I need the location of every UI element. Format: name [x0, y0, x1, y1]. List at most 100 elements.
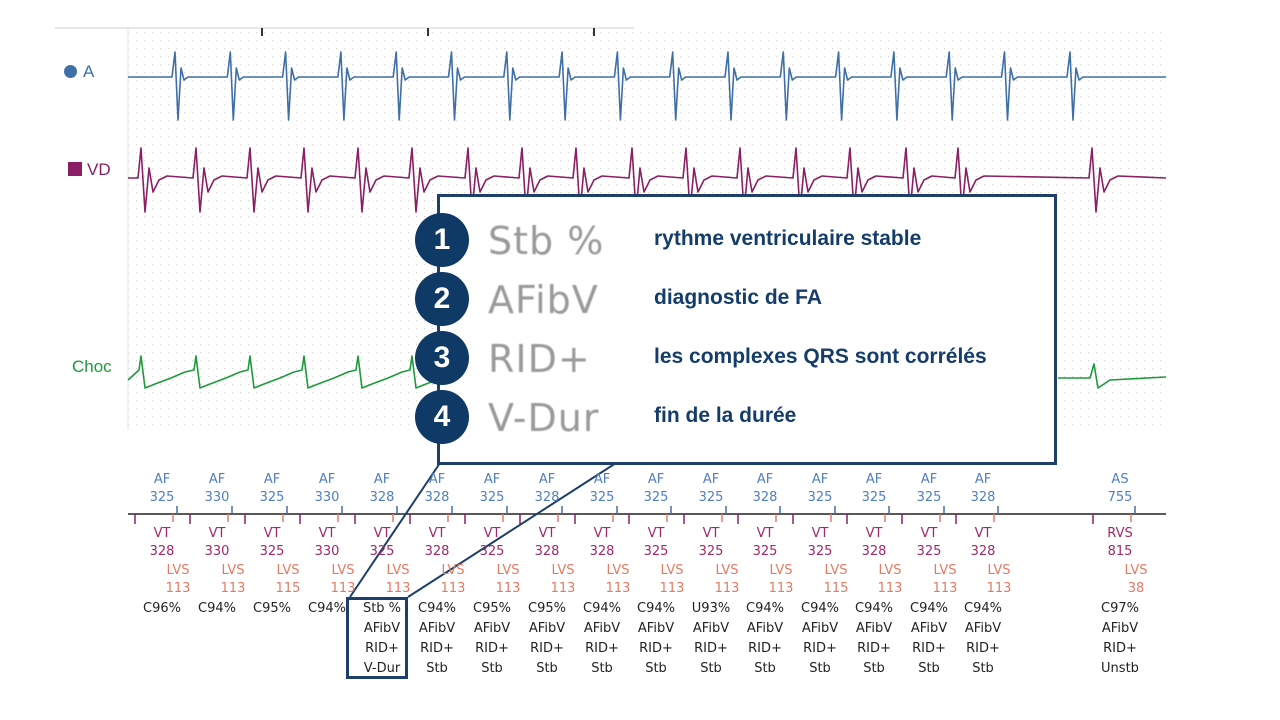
channel-label-choc: Choc [72, 357, 112, 376]
lvs-marker: LVS 113 [314, 562, 372, 598]
atrial-marker-line: AF [428, 472, 446, 487]
ventricular-marker-line: 325 [916, 544, 942, 559]
classification-marker: C94% [188, 599, 246, 619]
ventricular-marker-line: 325 [752, 544, 778, 559]
ventricular-marker-line: 328 [534, 544, 560, 559]
ventricular-marker: VT 328 [954, 525, 1012, 561]
lvs-marker: LVS 113 [916, 562, 974, 598]
legend-number-4: 4 [415, 390, 469, 444]
classification-marker-line: C94% [198, 601, 236, 616]
callout-connectors [349, 462, 617, 598]
ventricular-marker-line: VT [920, 526, 938, 541]
lvs-marker: LVS 113 [589, 562, 647, 598]
classification-marker-line: Stb % [362, 601, 402, 616]
lvs-marker-line: 113 [605, 581, 631, 596]
classification-marker-line: Stb [426, 661, 448, 676]
ventricular-marker-line: VT [647, 526, 665, 541]
atrial-marker-line: AF [811, 472, 829, 487]
ventricular-marker: VT 325 [243, 525, 301, 561]
legend-callout: 1 Stb % rythme ventriculaire stable 2 AF… [415, 194, 1057, 465]
classification-marker-line: AFibV [473, 621, 511, 636]
classification-marker-line: C94% [801, 601, 839, 616]
classification-marker-line: AFibV [910, 621, 948, 636]
lvs-marker: LVS 38 [1107, 562, 1165, 598]
ventricular-marker: RVS 815 [1091, 525, 1149, 561]
ventricular-marker-line: 325 [643, 544, 669, 559]
lvs-marker-line: LVS [933, 563, 957, 578]
ventricular-marker: VT 325 [353, 525, 411, 561]
classification-marker-line: Stb [754, 661, 776, 676]
classification-marker-line: U93% [691, 601, 731, 616]
legend-code-4: V-Dur [488, 396, 600, 440]
classification-marker-line: RID+ [639, 641, 673, 656]
classification-marker: C94% AFibV RID+ Stb [573, 599, 631, 679]
atrial-marker-line: 328 [970, 490, 996, 505]
ventricular-marker: VT 328 [845, 525, 903, 561]
classification-marker-line: C94% [637, 601, 675, 616]
lvs-marker-line: LVS [221, 563, 245, 578]
legend-number-2: 2 [415, 272, 469, 326]
atrial-marker: AF 328 [736, 471, 794, 507]
classification-marker-line: AFibV [964, 621, 1002, 636]
classification-marker-line: C94% [418, 601, 456, 616]
classification-marker: C94% AFibV RID+ Stb [845, 599, 903, 679]
atrial-marker: AF 328 [353, 471, 411, 507]
atrial-marker: AF 325 [682, 471, 740, 507]
ventricular-marker-line: 325 [807, 544, 833, 559]
atrial-dot-icon [64, 65, 77, 78]
atrial-marker: AF 328 [954, 471, 1012, 507]
lvs-marker-line: LVS [1124, 563, 1148, 578]
ventricular-marker: VT 325 [463, 525, 521, 561]
atrial-marker-line: AF [756, 472, 774, 487]
classification-marker-line: RID+ [857, 641, 891, 656]
ventricular-marker-line: VT [428, 526, 446, 541]
ventricular-marker-line: 328 [970, 544, 996, 559]
lvs-marker-line: LVS [441, 563, 465, 578]
ventricular-marker: VT 328 [408, 525, 466, 561]
ventricular-marker-line: VT [702, 526, 720, 541]
ecg-waveforms [127, 51, 1167, 389]
atrial-marker-line: AF [647, 472, 665, 487]
ventricular-marker-line: 325 [479, 544, 505, 559]
classification-marker: C94% AFibV RID+ Stb [791, 599, 849, 679]
atrial-marker: AF 325 [243, 471, 301, 507]
ventricular-marker: VT 330 [298, 525, 356, 561]
lvs-marker-line: 115 [823, 581, 849, 596]
lvs-marker: LVS 115 [807, 562, 865, 598]
atrial-marker: AF 325 [463, 471, 521, 507]
ventricular-square-icon [68, 162, 82, 176]
classification-marker-line: C94% [746, 601, 784, 616]
lvs-marker-line: LVS [660, 563, 684, 578]
atrial-marker-line: 325 [149, 490, 175, 505]
atrial-marker: AF 330 [298, 471, 356, 507]
shock-waveform [127, 355, 457, 389]
atrial-marker-line: 325 [698, 490, 724, 505]
classification-marker-line: C95% [253, 601, 291, 616]
atrial-marker-line: AF [702, 472, 720, 487]
ventricular-marker: VT 328 [518, 525, 576, 561]
ventricular-marker-line: VT [756, 526, 774, 541]
classification-marker-line: RID+ [365, 641, 399, 656]
ventricular-marker-line: 325 [259, 544, 285, 559]
lvs-marker: LVS 113 [149, 562, 207, 598]
lvs-marker-line: LVS [166, 563, 190, 578]
atrial-marker-line: AF [208, 472, 226, 487]
legend-desc-4: fin de la durée [654, 404, 797, 427]
classification-marker: Stb % AFibV RID+ V-Dur [353, 599, 411, 679]
classification-marker-line: Unstb [1101, 661, 1139, 676]
ventricular-marker-line: VT [153, 526, 171, 541]
atrial-marker: AF 325 [845, 471, 903, 507]
classification-marker-line: AFibV [418, 621, 456, 636]
lvs-marker-line: 113 [877, 581, 903, 596]
classification-marker-line: AFibV [363, 621, 401, 636]
classification-marker-line: AFibV [1101, 621, 1139, 636]
lvs-marker-line: 113 [932, 581, 958, 596]
lvs-marker-line: 113 [220, 581, 246, 596]
atrial-marker-line: 328 [752, 490, 778, 505]
classification-marker-line: Stb [972, 661, 994, 676]
classification-marker-line: AFibV [855, 621, 893, 636]
lvs-marker-line: LVS [496, 563, 520, 578]
classification-marker-line: Stb [536, 661, 558, 676]
atrial-marker-line: AF [263, 472, 281, 487]
classification-marker-line: RID+ [694, 641, 728, 656]
